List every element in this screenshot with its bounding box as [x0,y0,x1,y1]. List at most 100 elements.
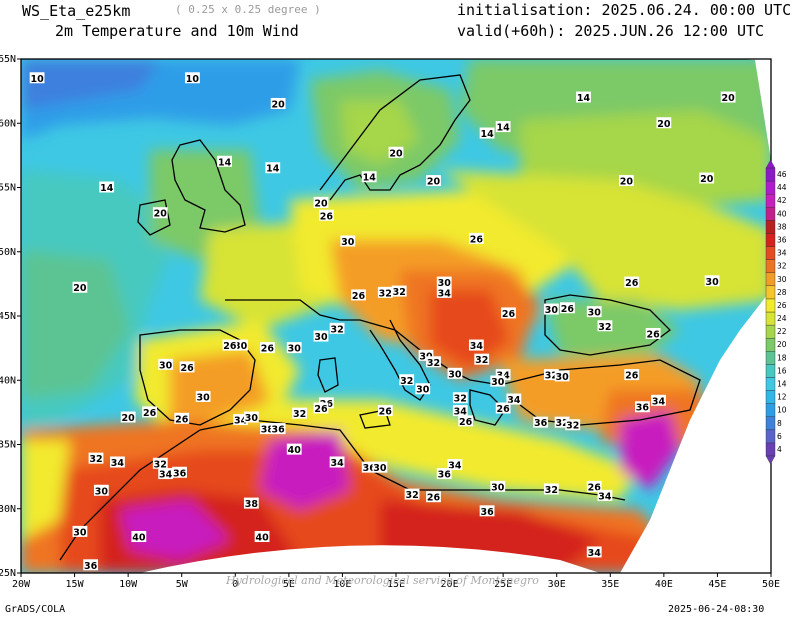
contour-label: 26 [427,493,441,504]
contour-label: 26 [625,371,639,382]
lon-label: 5E [283,579,295,590]
contour-label: 20 [154,209,168,220]
contour-label: 36 [84,561,98,572]
contour-label: 20 [389,148,403,159]
contour-label: 40 [132,533,146,544]
timestamp-label: 2025-06-24-08:30 [668,604,765,615]
colorbar-swatch [765,285,776,300]
contour-label-bg [233,339,249,351]
contour-label: 32 [555,418,568,429]
contour-label: 32 [405,490,418,501]
contour-label-bg [158,468,174,480]
contour-label: 32 [89,454,102,465]
contour-label: 34 [111,458,125,469]
colorbar-label: 30 [777,275,787,284]
contour-label-bg [120,411,136,423]
colorbar-bottom-arrow [765,455,776,465]
contour-label-bg [699,172,715,184]
contour-label-bg [286,443,302,455]
contour-label: 14 [100,183,114,194]
contour-label: 34 [438,288,452,299]
contour-label-bg [340,235,356,247]
colorbar: 4681012141618202224262830323436384042444… [765,159,787,465]
contour-label-bg [452,392,468,404]
colorbar-label: 26 [777,301,787,310]
resolution-label: ( 0.25 x 0.25 degree ) [175,3,321,16]
contour-label-bg [260,423,275,435]
contour-label: 38 [261,425,275,436]
contour-label-bg [142,406,157,418]
contour-label: 14 [218,157,232,168]
contour-label: 30 [438,278,452,289]
contour-label: 26 [143,408,157,419]
colorbar-swatch [765,337,776,352]
colorbar-label: 4 [777,445,782,454]
lon-label: 25E [494,579,512,590]
contour-label: 34 [234,416,248,427]
contour-label-bg [361,461,377,473]
contour-label-bg [217,155,232,167]
contour-label: 30 [545,305,559,316]
contour-label: 20 [620,177,634,188]
contour-label: 30 [159,360,173,371]
lon-label: 0 [232,579,238,590]
contour-label-bg [131,531,147,543]
colorbar-label: 36 [777,236,787,245]
colorbar-swatch [765,364,776,378]
lat-label: 65N [0,54,16,65]
colorbar-swatch [765,403,776,417]
colorbar-swatch [765,311,776,326]
contour-label: 34 [448,461,462,472]
contour-label-bg [361,171,377,183]
contour-label: 20 [314,198,328,209]
contour-label: 36 [636,403,650,414]
contour-label: 32 [545,371,558,382]
contour-label-bg [93,484,109,496]
contour-label-bg [152,207,168,219]
contour-label-bg [426,356,441,368]
contour-label-bg [560,302,575,314]
contour-label: 30 [73,527,87,538]
colorbar-swatch [765,272,776,287]
contour-label: 14 [577,93,591,104]
contour-label-bg [586,480,602,492]
contour-label: 26 [352,291,366,302]
contour-label-bg [495,121,511,133]
contour-label-bg [447,367,463,379]
initialisation-time: initialisation: 2025.06.24. 00:00 UTC [457,1,792,19]
contour-label: 32 [598,322,611,333]
contour-label: 36 [480,507,494,518]
contour-label: 30 [245,413,259,424]
contour-label-bg [597,320,613,332]
contour-label: 14 [266,164,280,175]
colorbar-label: 8 [777,419,782,428]
lat-label: 50N [0,247,16,258]
contour-label: 36 [534,418,548,429]
contour-label: 26 [261,344,275,355]
axis-ticks: 20W 15W 10W 5W 0 5E 10E 15E 20E 25E 30E 35E 40E 45E 50… [0,54,780,590]
contour-label-bg [452,405,468,417]
contour-label-bg [436,468,452,480]
contour-label-bg [270,423,286,435]
contour-label-bg [645,327,661,339]
lon-label: 10E [333,579,351,590]
colorbar-swatch [765,351,776,365]
contour-label: 14 [363,173,377,184]
lon-label: 5W [176,579,189,590]
contour-label-bg [543,369,559,381]
contour-label: 10 [30,74,44,85]
contour-label: 34 [454,407,468,418]
contour-label-bg [597,489,613,501]
contour-label: 34 [159,470,173,481]
colorbar-swatch [765,429,776,444]
contour-label: 32 [427,358,440,369]
contour-label: 30 [491,377,505,388]
coastlines [59,74,701,561]
contour-label-bg [426,175,441,187]
contour-label: 26 [502,309,516,320]
colorbar-swatch [765,193,776,208]
lon-label: 15W [66,579,85,590]
contour-label-bg [624,276,640,288]
colorbar-label: 10 [777,406,787,415]
